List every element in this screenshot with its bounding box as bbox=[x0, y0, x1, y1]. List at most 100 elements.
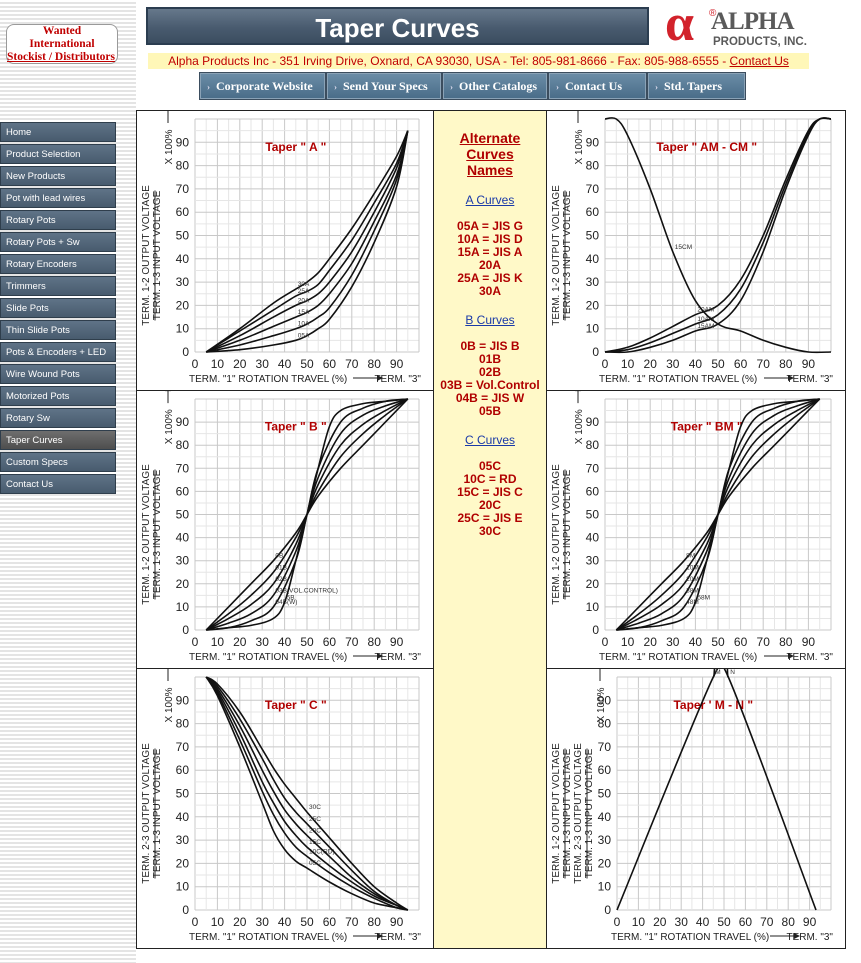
x-tick-label: 20 bbox=[233, 357, 247, 371]
b-curve-name: 0B = JIS B bbox=[460, 339, 520, 353]
series-line-05a bbox=[206, 130, 409, 353]
chart-title: Taper " C " bbox=[265, 698, 327, 712]
x-tick-label: 10 bbox=[211, 357, 225, 371]
x-tick-label: 30 bbox=[675, 915, 689, 929]
chart-taper-m-n: 00 10 10 20 20 30 30 40 40 50 50 60 60 70 70 80 80 90 90 TE… bbox=[551, 659, 833, 943]
wanted-distributors-banner[interactable]: Wanted International Stockist / Distribu… bbox=[6, 24, 118, 64]
a-curves-link[interactable]: A Curves bbox=[465, 193, 515, 207]
y-tick-label: 90 bbox=[176, 415, 190, 429]
x-tick-label: 40 bbox=[278, 915, 292, 929]
y-axis-label: TERM. 1-3 INPUT VOLTAGE bbox=[562, 190, 573, 320]
x-tick-label: 70 bbox=[757, 357, 771, 371]
sidebar-item-custom-specs[interactable]: Custom Specs bbox=[0, 452, 116, 472]
alt-names-heading: Alternate Curves Names bbox=[434, 130, 546, 178]
y-multiplier-label: X 100% bbox=[164, 409, 175, 444]
x-axis-arrowhead-icon bbox=[794, 933, 800, 939]
sidebar-item-slide-pots[interactable]: Slide Pots bbox=[0, 298, 116, 318]
sidebar-item-product-selection[interactable]: Product Selection bbox=[0, 144, 116, 164]
y-tick-label: 50 bbox=[598, 787, 612, 801]
alt-heading-line: Names bbox=[467, 162, 513, 178]
y-tick-label: 60 bbox=[176, 763, 190, 777]
sidebar-menu: Home Product Selection New Products Pot … bbox=[0, 122, 116, 496]
y-axis-label: TERM. 1-2 OUTPUT VOLTAGE bbox=[551, 743, 562, 884]
x-tick-label: 90 bbox=[390, 357, 404, 371]
sidebar-item-pots-encoders-led[interactable]: Pots & Encoders + LED bbox=[0, 342, 116, 362]
y-tick-label: 70 bbox=[586, 182, 600, 196]
x-tick-label: 80 bbox=[368, 357, 382, 371]
b-curves-link[interactable]: B Curves bbox=[465, 313, 515, 327]
banner-line-3[interactable]: Stockist / Distributors bbox=[7, 51, 115, 63]
a-curve-name: 10A = JIS D bbox=[457, 232, 523, 246]
chart-taper-b: 00 10 10 20 20 30 30 40 40 50 50 60 60 70 70 80 80 90 90 TE… bbox=[141, 385, 421, 663]
a-curve-name: 05A = JIS G bbox=[457, 219, 523, 233]
sidebar-item-motorized-pots[interactable]: Motorized Pots bbox=[0, 386, 116, 406]
x-axis-label-right: TERM. "3" bbox=[374, 932, 421, 943]
y-tick-label: 80 bbox=[176, 159, 190, 173]
series-label: 10A bbox=[298, 321, 310, 328]
a-curve-name: 25A = JIS K bbox=[457, 271, 523, 285]
nav-other-catalogs[interactable]: › Other Catalogs bbox=[442, 72, 548, 100]
y-tick-label: 10 bbox=[176, 600, 190, 614]
y-tick-label: 60 bbox=[586, 205, 600, 219]
series-label: 10AM bbox=[697, 316, 714, 323]
x-axis-label-right: TERM. "3" bbox=[786, 374, 833, 385]
y-axis-label: TERM. 1-2 OUTPUT VOLTAGE bbox=[551, 464, 562, 605]
sidebar-item-new-products[interactable]: New Products bbox=[0, 166, 116, 186]
sidebar-item-trimmers[interactable]: Trimmers bbox=[0, 276, 116, 296]
x-tick-label: 80 bbox=[779, 357, 793, 371]
x-tick-label: 0 bbox=[192, 635, 199, 649]
sidebar-item-wire-wound-pots[interactable]: Wire Wound Pots bbox=[0, 364, 116, 384]
c-curves-link[interactable]: C Curves bbox=[464, 433, 515, 447]
series-line-58m bbox=[616, 398, 820, 631]
y-tick-label: 70 bbox=[586, 461, 600, 475]
y-tick-label: 0 bbox=[182, 345, 189, 359]
x-tick-label: 40 bbox=[278, 635, 292, 649]
chart-title: Taper ' M - N " bbox=[673, 698, 753, 712]
b-curve-name: 05B bbox=[478, 404, 501, 418]
sidebar-item-rotary-sw[interactable]: Rotary Sw bbox=[0, 408, 116, 428]
address-text: Alpha Products Inc - 351 Irving Drive, O… bbox=[168, 54, 730, 68]
nav-send-your-specs[interactable]: › Send Your Specs bbox=[326, 72, 442, 100]
sidebar-item-pot-with-lead-wires[interactable]: Pot with lead wires bbox=[0, 188, 116, 208]
x-axis-arrowhead-icon bbox=[377, 375, 383, 381]
x-tick-label: 90 bbox=[390, 915, 404, 929]
y-multiplier-label: X 100% bbox=[574, 409, 585, 444]
y-tick-label: 0 bbox=[592, 623, 599, 637]
x-tick-label: 70 bbox=[760, 915, 774, 929]
sidebar-item-home[interactable]: Home bbox=[0, 122, 116, 142]
series-line-15c bbox=[205, 676, 409, 911]
series-label: 38M bbox=[686, 587, 699, 594]
sidebar-item-taper-curves[interactable]: Taper Curves bbox=[0, 430, 116, 450]
sidebar-item-rotary-encoders[interactable]: Rotary Encoders bbox=[0, 254, 116, 274]
series-label: 20A bbox=[298, 297, 310, 304]
nav-std-tapers[interactable]: › Std. Tapers bbox=[647, 72, 746, 100]
y-tick-label: 40 bbox=[598, 810, 612, 824]
series-label: 10M bbox=[686, 564, 699, 571]
b-curve-name: 02B bbox=[478, 365, 501, 379]
chart-title: Taper " BM " bbox=[671, 420, 743, 434]
sidebar-item-contact-us[interactable]: Contact Us bbox=[0, 474, 116, 494]
x-tick-label: 20 bbox=[644, 357, 658, 371]
sidebar-item-rotary-pots-sw[interactable]: Rotary Pots + Sw bbox=[0, 232, 116, 252]
x-tick-label: 50 bbox=[717, 915, 731, 929]
nav-label: Send Your Specs bbox=[343, 79, 428, 93]
y-tick-label: 50 bbox=[176, 508, 190, 522]
sidebar-item-thin-slide-pots[interactable]: Thin Slide Pots bbox=[0, 320, 116, 340]
series-label: 30A bbox=[298, 281, 310, 288]
y-tick-label: 40 bbox=[176, 531, 190, 545]
banner-line-1: Wanted bbox=[42, 25, 82, 37]
y-tick-label: 70 bbox=[176, 740, 190, 754]
a-curve-name: 15A = JIS A bbox=[457, 245, 523, 259]
sidebar-item-rotary-pots[interactable]: Rotary Pots bbox=[0, 210, 116, 230]
y-axis-label: TERM. 1-3 INPUT VOLTAGE bbox=[152, 190, 163, 320]
x-axis-arrowhead-icon bbox=[377, 653, 383, 659]
x-tick-label: 20 bbox=[233, 635, 247, 649]
series-label: 01B bbox=[275, 564, 287, 571]
x-tick-label: 50 bbox=[711, 635, 725, 649]
a-curve-name: 30A bbox=[478, 284, 501, 298]
address-contact-link[interactable]: Contact Us bbox=[729, 54, 789, 68]
nav-label: Std. Tapers bbox=[664, 79, 723, 93]
nav-contact-us[interactable]: › Contact Us bbox=[548, 72, 647, 100]
nav-corporate-website[interactable]: › Corporate Website bbox=[199, 72, 326, 100]
x-tick-label: 90 bbox=[803, 915, 817, 929]
